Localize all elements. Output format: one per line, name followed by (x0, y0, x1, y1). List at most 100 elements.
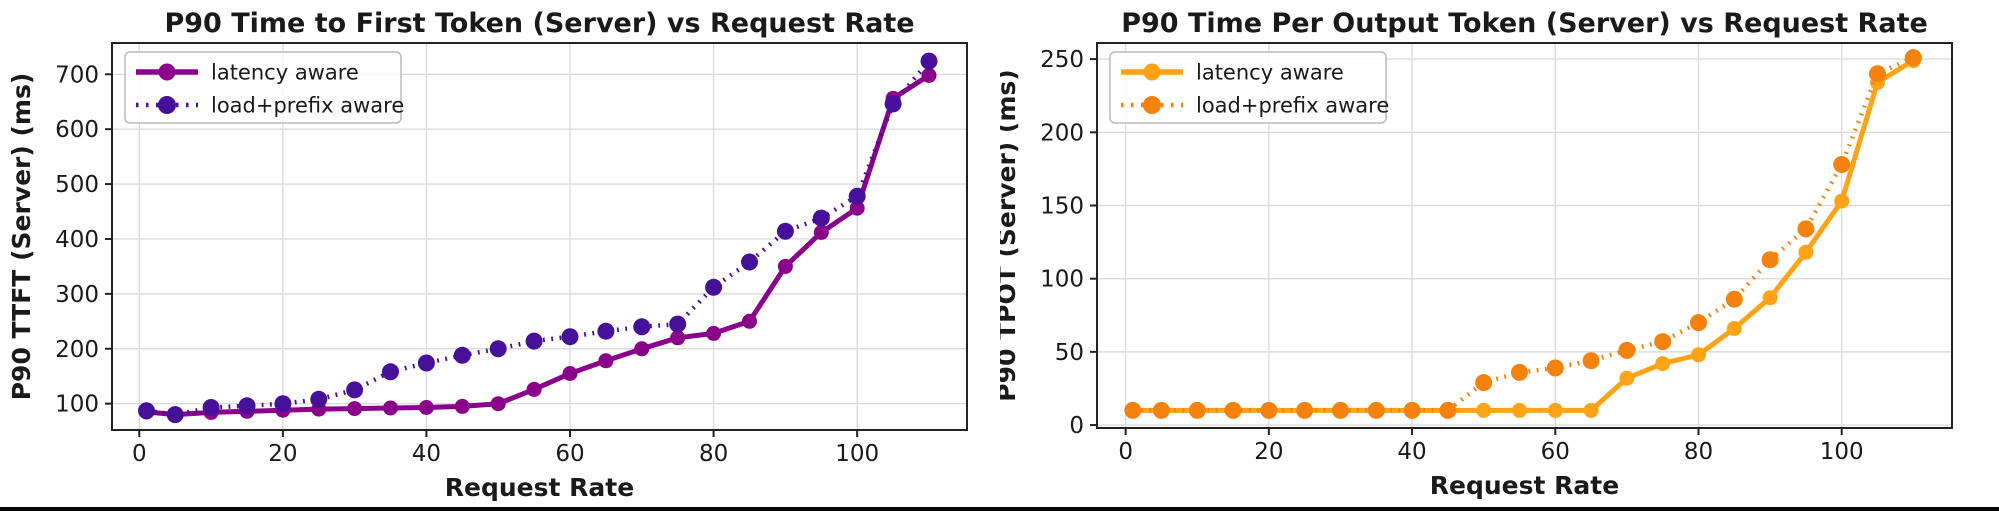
legend-label: load+prefix aware (1196, 94, 1389, 118)
y-tick-label: 150 (1040, 193, 1084, 219)
data-point (848, 187, 866, 205)
data-point (670, 330, 686, 346)
data-point (1476, 402, 1492, 418)
data-point (884, 95, 902, 113)
data-point (310, 390, 328, 408)
legend-label: latency aware (211, 61, 359, 85)
data-point (526, 381, 542, 397)
data-point (1439, 401, 1457, 419)
x-tick-label: 80 (699, 441, 728, 467)
data-point (1654, 333, 1672, 351)
plot-border (111, 42, 968, 431)
y-tick-label: 500 (55, 172, 99, 198)
x-tick-label: 100 (835, 441, 879, 467)
data-point (813, 224, 829, 240)
data-point (238, 397, 256, 415)
data-point (202, 399, 220, 416)
x-tick-label: 40 (1397, 439, 1426, 465)
data-point (1618, 341, 1636, 359)
data-point (1582, 352, 1600, 370)
data-point (1797, 220, 1815, 238)
data-point (1296, 401, 1314, 419)
data-point (597, 322, 615, 340)
data-point (454, 398, 470, 414)
data-point (1475, 374, 1493, 392)
data-point (1761, 251, 1779, 269)
series-load-prefix-aware (138, 52, 938, 424)
data-point (490, 396, 506, 412)
data-point (1512, 402, 1527, 418)
data-point (1403, 401, 1421, 419)
y-tick-label: 200 (55, 337, 99, 363)
data-point (741, 253, 758, 271)
legend-marker (1143, 63, 1161, 81)
ttft-chart-figure: 0 20 40 60 80 100 100 200 300 400 500 600 700 P90 Tim… (0, 0, 999, 515)
x-tick-label: 0 (1118, 439, 1133, 465)
data-point (1690, 314, 1707, 332)
y-tick-label: 600 (55, 117, 99, 143)
data-point (274, 395, 292, 413)
data-point (706, 325, 722, 341)
x-tick-label: 60 (1541, 439, 1570, 465)
legend-item: latency aware (136, 61, 359, 85)
y-tick-label: 100 (55, 392, 99, 418)
data-point (1655, 356, 1671, 372)
tick-labels: 0 20 40 60 80 100 0 50 100 150 200 250 (1040, 47, 1864, 465)
data-point (742, 313, 757, 329)
legend-marker (1143, 96, 1161, 114)
data-point (812, 209, 830, 227)
y-tick-label: 200 (1040, 120, 1084, 146)
data-point (705, 278, 723, 296)
plot-border (1096, 42, 1953, 429)
data-point (1188, 401, 1206, 419)
data-point (1367, 401, 1385, 419)
data-point (1833, 156, 1851, 173)
x-tick-label: 20 (268, 441, 297, 467)
data-point (598, 353, 614, 369)
data-point (1691, 347, 1706, 363)
y-tick-label: 250 (1040, 47, 1084, 73)
x-axis-label: Request Rate (445, 473, 634, 502)
y-axis-label: P90 TTFT (Server) (ms) (7, 73, 36, 401)
data-point (776, 222, 794, 240)
data-point (1619, 370, 1635, 386)
data-point (1124, 401, 1142, 419)
data-point (1798, 244, 1814, 260)
legend-label: load+prefix aware (211, 94, 404, 118)
x-tick-label: 60 (555, 441, 584, 467)
x-axis-label: Request Rate (1430, 471, 1619, 500)
tpot-chart-figure: 0 20 40 60 80 100 0 50 100 150 200 250 P90 Time Per … (1000, 0, 1999, 515)
y-tick-label: 0 (1069, 413, 1084, 439)
y-axis-label: P90 TPOT (Server) (ms) (1000, 69, 1021, 401)
data-point (633, 318, 651, 336)
data-point (1869, 65, 1886, 83)
data-point (634, 341, 650, 357)
legend-item: latency aware (1121, 61, 1344, 85)
data-point (1834, 193, 1850, 209)
tpot-chart-svg: 0 20 40 60 80 100 0 50 100 150 200 250 P90 Time Per … (1000, 8, 1953, 500)
x-tick-label: 100 (1820, 439, 1864, 465)
data-point (347, 401, 363, 417)
y-tick-label: 400 (55, 227, 99, 253)
data-point (1762, 290, 1778, 306)
data-point (1583, 402, 1599, 418)
data-point (1725, 290, 1743, 308)
data-point (1547, 402, 1563, 418)
data-point (1224, 401, 1242, 419)
x-tick-label: 80 (1684, 439, 1713, 465)
data-point (561, 328, 579, 346)
legend: latency aware load+prefix aware (1109, 51, 1389, 124)
legend-marker (158, 63, 176, 81)
data-point (166, 406, 184, 424)
bottom-divider (0, 507, 1999, 511)
data-point (489, 340, 507, 358)
legend-marker (158, 96, 176, 114)
data-point (417, 354, 435, 372)
y-tick-label: 700 (55, 62, 99, 88)
y-tick-label: 50 (1055, 340, 1084, 366)
data-point (1511, 363, 1528, 381)
data-point (1152, 401, 1170, 419)
chart-title: P90 Time to First Token (Server) vs Requ… (164, 8, 914, 39)
data-point (418, 400, 434, 415)
